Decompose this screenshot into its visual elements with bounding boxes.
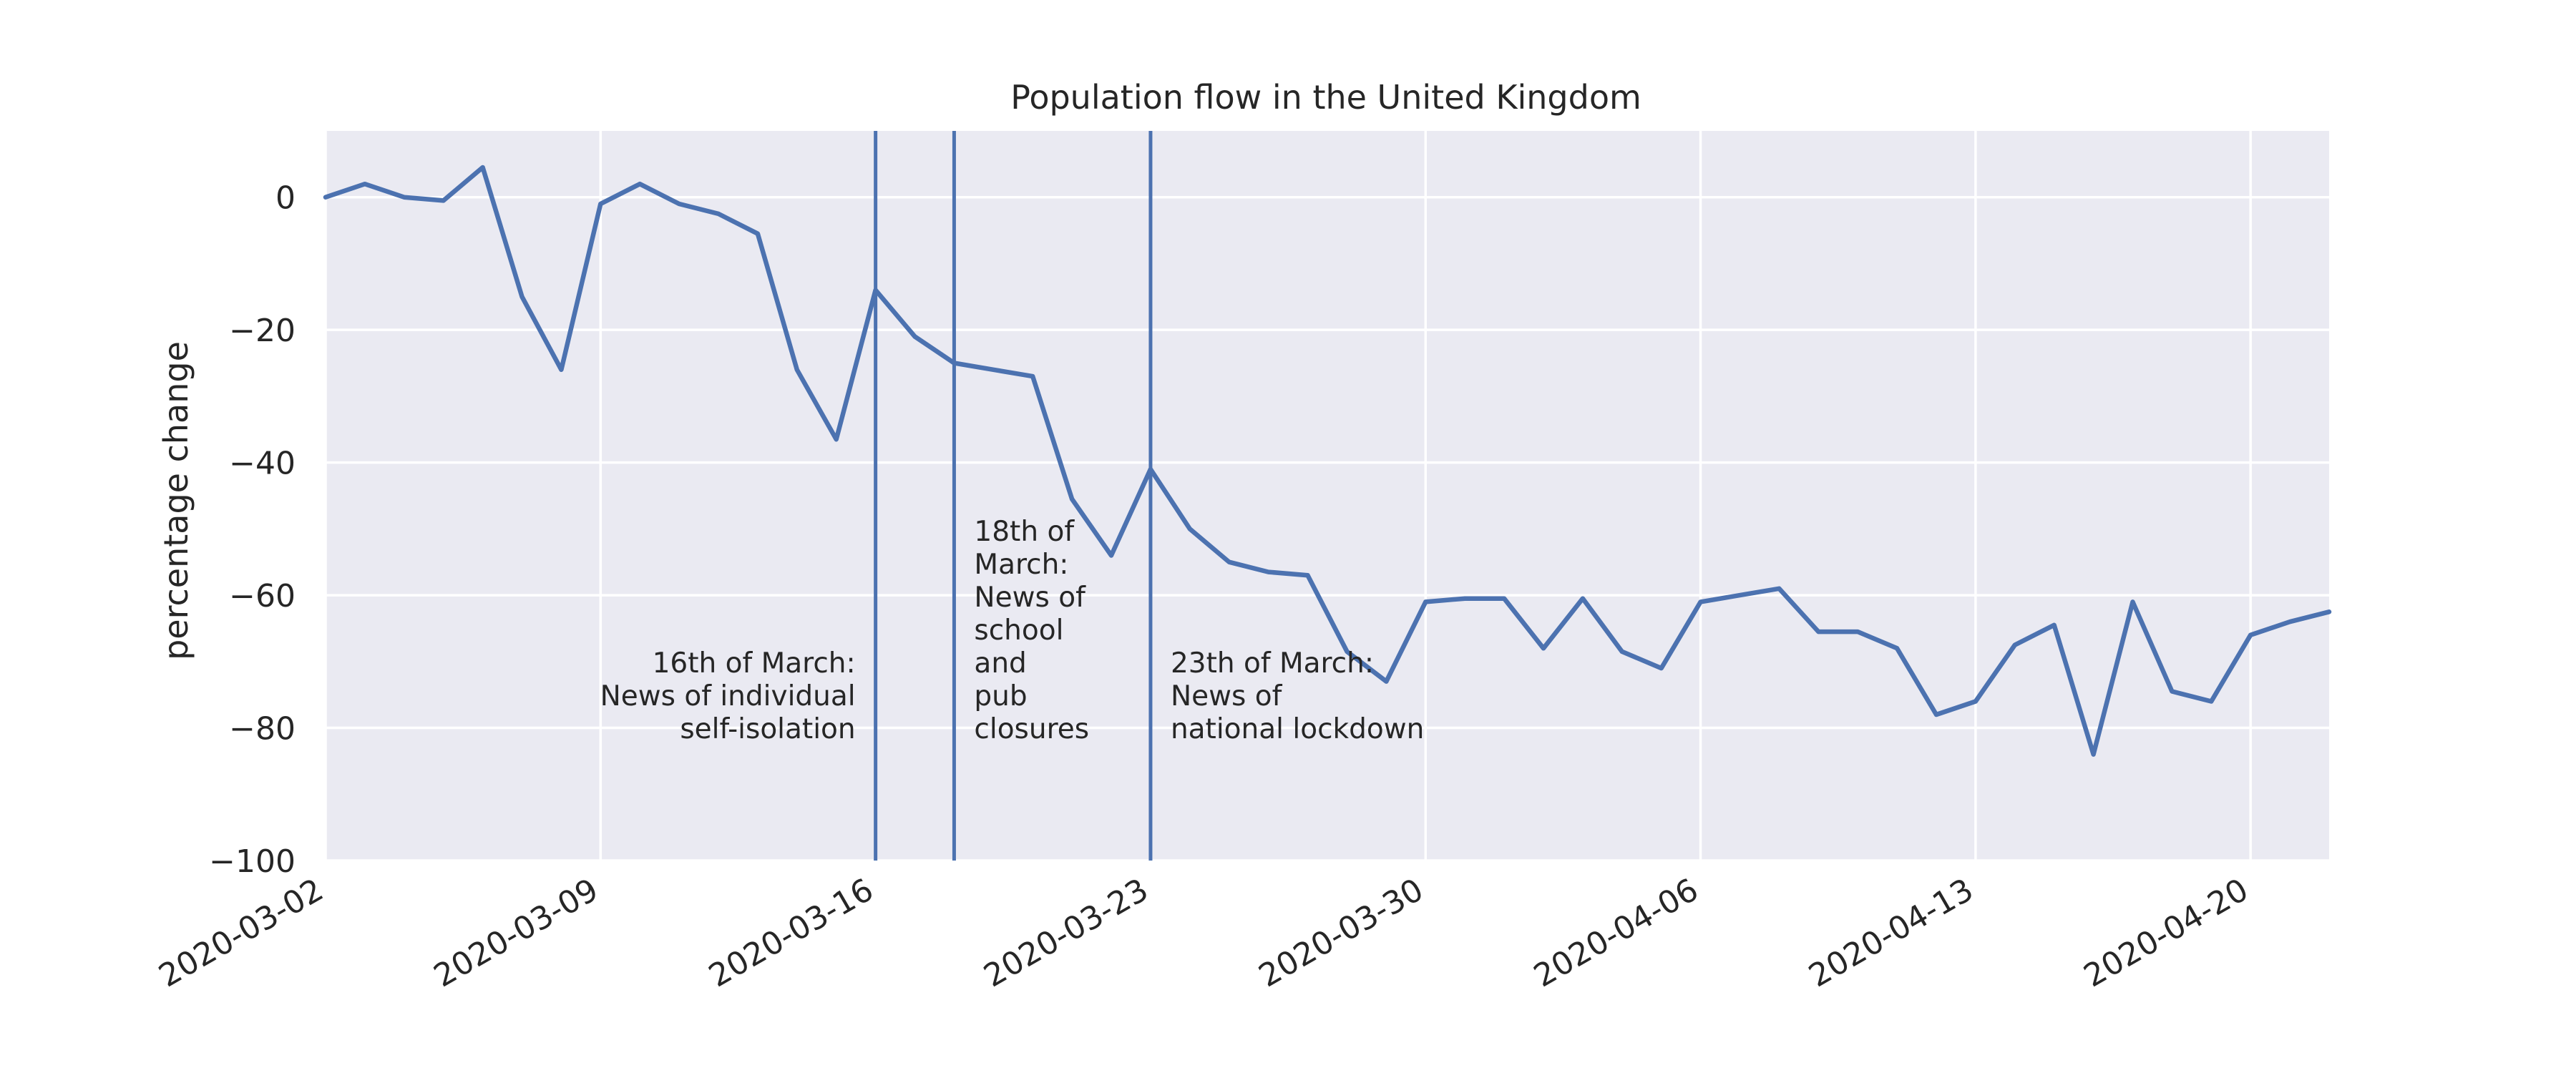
annotations: 16th of March: News of individual self-iso…	[600, 516, 1425, 745]
event-annotation: 23th of March: News of national lockdown	[1171, 647, 1424, 745]
event-annotation-line: national lockdown	[1171, 713, 1424, 745]
event-annotation-line: school	[974, 614, 1063, 647]
series-line	[323, 165, 2332, 757]
y-tick-label: −80	[229, 711, 296, 748]
event-annotation-line: 16th of March:	[653, 647, 856, 680]
y-tick-label: −100	[209, 843, 296, 880]
event-annotation: 18th of March: News of school and pub closures	[974, 516, 1089, 745]
chart-title: Population flow in the United Kingdom	[1010, 78, 1641, 117]
y-tick-label: −20	[229, 313, 296, 349]
event-annotation-line: self-isolation	[680, 713, 855, 745]
y-tick-label: −40	[229, 446, 296, 482]
plot-area	[326, 131, 2329, 861]
event-annotation-line: News of	[974, 582, 1086, 614]
y-axis-ticks: 0 −20 −40 −60 −80 −100	[209, 180, 296, 880]
event-annotation-line: News of individual	[600, 680, 856, 712]
event-lines	[874, 131, 1153, 861]
event-annotation-line: pub	[974, 680, 1027, 712]
y-axis-label: percentage change	[157, 341, 195, 660]
event-annotation: 16th of March: News of individual self-iso…	[600, 647, 856, 745]
y-tick-label: 0	[275, 180, 296, 217]
event-annotation-line: 23th of March:	[1171, 647, 1374, 680]
event-annotation-line: News of	[1171, 680, 1283, 712]
event-annotation-line: 18th of	[974, 516, 1075, 548]
event-annotation-line: March:	[974, 549, 1068, 581]
event-annotation-line: and	[974, 647, 1026, 680]
series-layer	[323, 165, 2332, 757]
y-tick-label: −60	[229, 578, 296, 614]
event-annotation-line: closures	[974, 713, 1089, 745]
